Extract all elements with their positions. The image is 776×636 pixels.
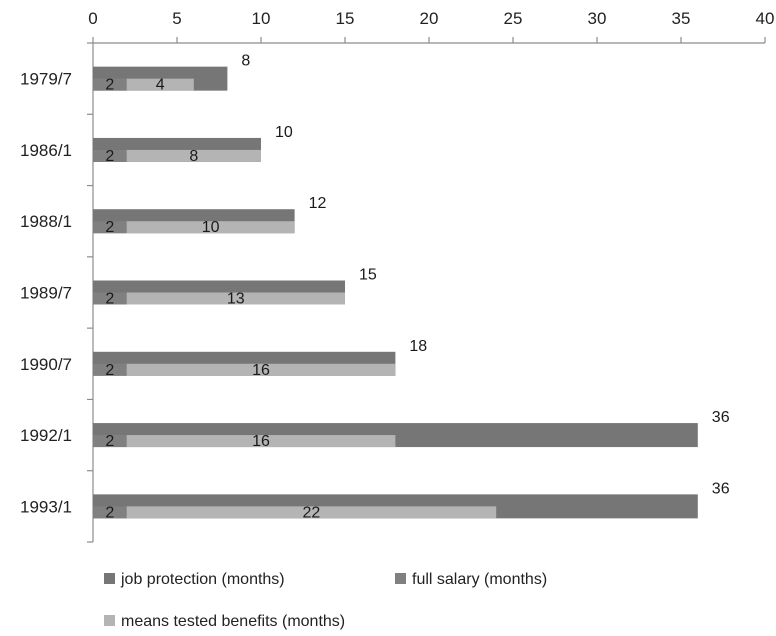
legend-swatch bbox=[104, 573, 115, 584]
x-tick-label: 10 bbox=[252, 9, 271, 28]
legend-item-full-salary: full salary (months) bbox=[395, 571, 547, 588]
x-tick-label: 5 bbox=[172, 9, 181, 28]
legend-swatch bbox=[104, 615, 115, 626]
data-label-job-protection: 15 bbox=[359, 267, 377, 284]
data-label-job-protection: 12 bbox=[309, 195, 327, 212]
legend-label: job protection (months) bbox=[120, 571, 285, 588]
data-label-means-tested-benefits: 13 bbox=[227, 291, 245, 308]
data-label-job-protection: 18 bbox=[409, 338, 427, 355]
bar-full-salary bbox=[93, 506, 127, 519]
bar-means-tested-benefits bbox=[126, 149, 261, 162]
bar-full-salary bbox=[93, 292, 127, 305]
bar-means-tested-benefits bbox=[126, 506, 497, 519]
x-tick-label: 20 bbox=[420, 9, 439, 28]
data-label-full-salary: 2 bbox=[105, 362, 114, 379]
category-label: 1992/1 bbox=[20, 426, 72, 445]
data-label-full-salary: 2 bbox=[105, 148, 114, 165]
category-label: 1990/7 bbox=[20, 355, 72, 374]
legend-item-means-tested-benefits: means tested benefits (months) bbox=[104, 613, 345, 630]
category-label: 1993/1 bbox=[20, 497, 72, 516]
bar-means-tested-benefits bbox=[126, 78, 194, 91]
labels-layer: 1979/7 8 2 4 1986/1 10 2 8 1988/1 12 2 10 1989/7 15 2 1… bbox=[20, 53, 730, 522]
bar-means-tested-benefits bbox=[126, 292, 345, 305]
data-label-means-tested-benefits: 16 bbox=[252, 362, 270, 379]
legend-item-job-protection: job protection (months) bbox=[104, 571, 285, 588]
legend-swatch bbox=[395, 573, 406, 584]
bar-full-salary bbox=[93, 78, 127, 91]
legend: job protection (months) full salary (mont… bbox=[104, 571, 547, 630]
x-tick-label: 30 bbox=[588, 9, 607, 28]
x-tick-label: 0 bbox=[88, 9, 97, 28]
data-label-means-tested-benefits: 16 bbox=[252, 433, 270, 450]
data-label-job-protection: 10 bbox=[275, 124, 293, 141]
data-label-means-tested-benefits: 22 bbox=[303, 504, 321, 521]
bar-means-tested-benefits bbox=[126, 221, 295, 234]
x-tick-label: 40 bbox=[756, 9, 775, 28]
data-label-job-protection: 36 bbox=[712, 409, 730, 426]
x-tick-label: 25 bbox=[504, 9, 523, 28]
data-label-full-salary: 2 bbox=[105, 77, 114, 94]
data-label-full-salary: 2 bbox=[105, 433, 114, 450]
x-tick-label: 15 bbox=[336, 9, 355, 28]
bar-means-tested-benefits bbox=[126, 435, 396, 448]
category-label: 1986/1 bbox=[20, 141, 72, 160]
bar-full-salary bbox=[93, 221, 127, 234]
bar-full-salary bbox=[93, 435, 127, 448]
legend-label: means tested benefits (months) bbox=[121, 613, 345, 630]
bar-full-salary bbox=[93, 149, 127, 162]
category-label: 1979/7 bbox=[20, 70, 72, 89]
x-tick-label: 35 bbox=[672, 9, 691, 28]
bar-means-tested-benefits bbox=[126, 363, 396, 376]
data-label-full-salary: 2 bbox=[105, 219, 114, 236]
category-label: 1988/1 bbox=[20, 212, 72, 231]
bars-layer bbox=[93, 66, 698, 519]
data-label-means-tested-benefits: 10 bbox=[202, 219, 220, 236]
category-label: 1989/7 bbox=[20, 284, 72, 303]
data-label-means-tested-benefits: 4 bbox=[156, 77, 165, 94]
data-label-full-salary: 2 bbox=[105, 291, 114, 308]
data-label-job-protection: 8 bbox=[241, 53, 250, 70]
data-label-full-salary: 2 bbox=[105, 504, 114, 521]
bar-full-salary bbox=[93, 363, 127, 376]
data-label-job-protection: 36 bbox=[712, 480, 730, 497]
legend-label: full salary (months) bbox=[412, 571, 547, 588]
data-label-means-tested-benefits: 8 bbox=[189, 148, 198, 165]
axis-layer: 0 5 10 15 20 25 30 35 40 bbox=[87, 9, 775, 543]
